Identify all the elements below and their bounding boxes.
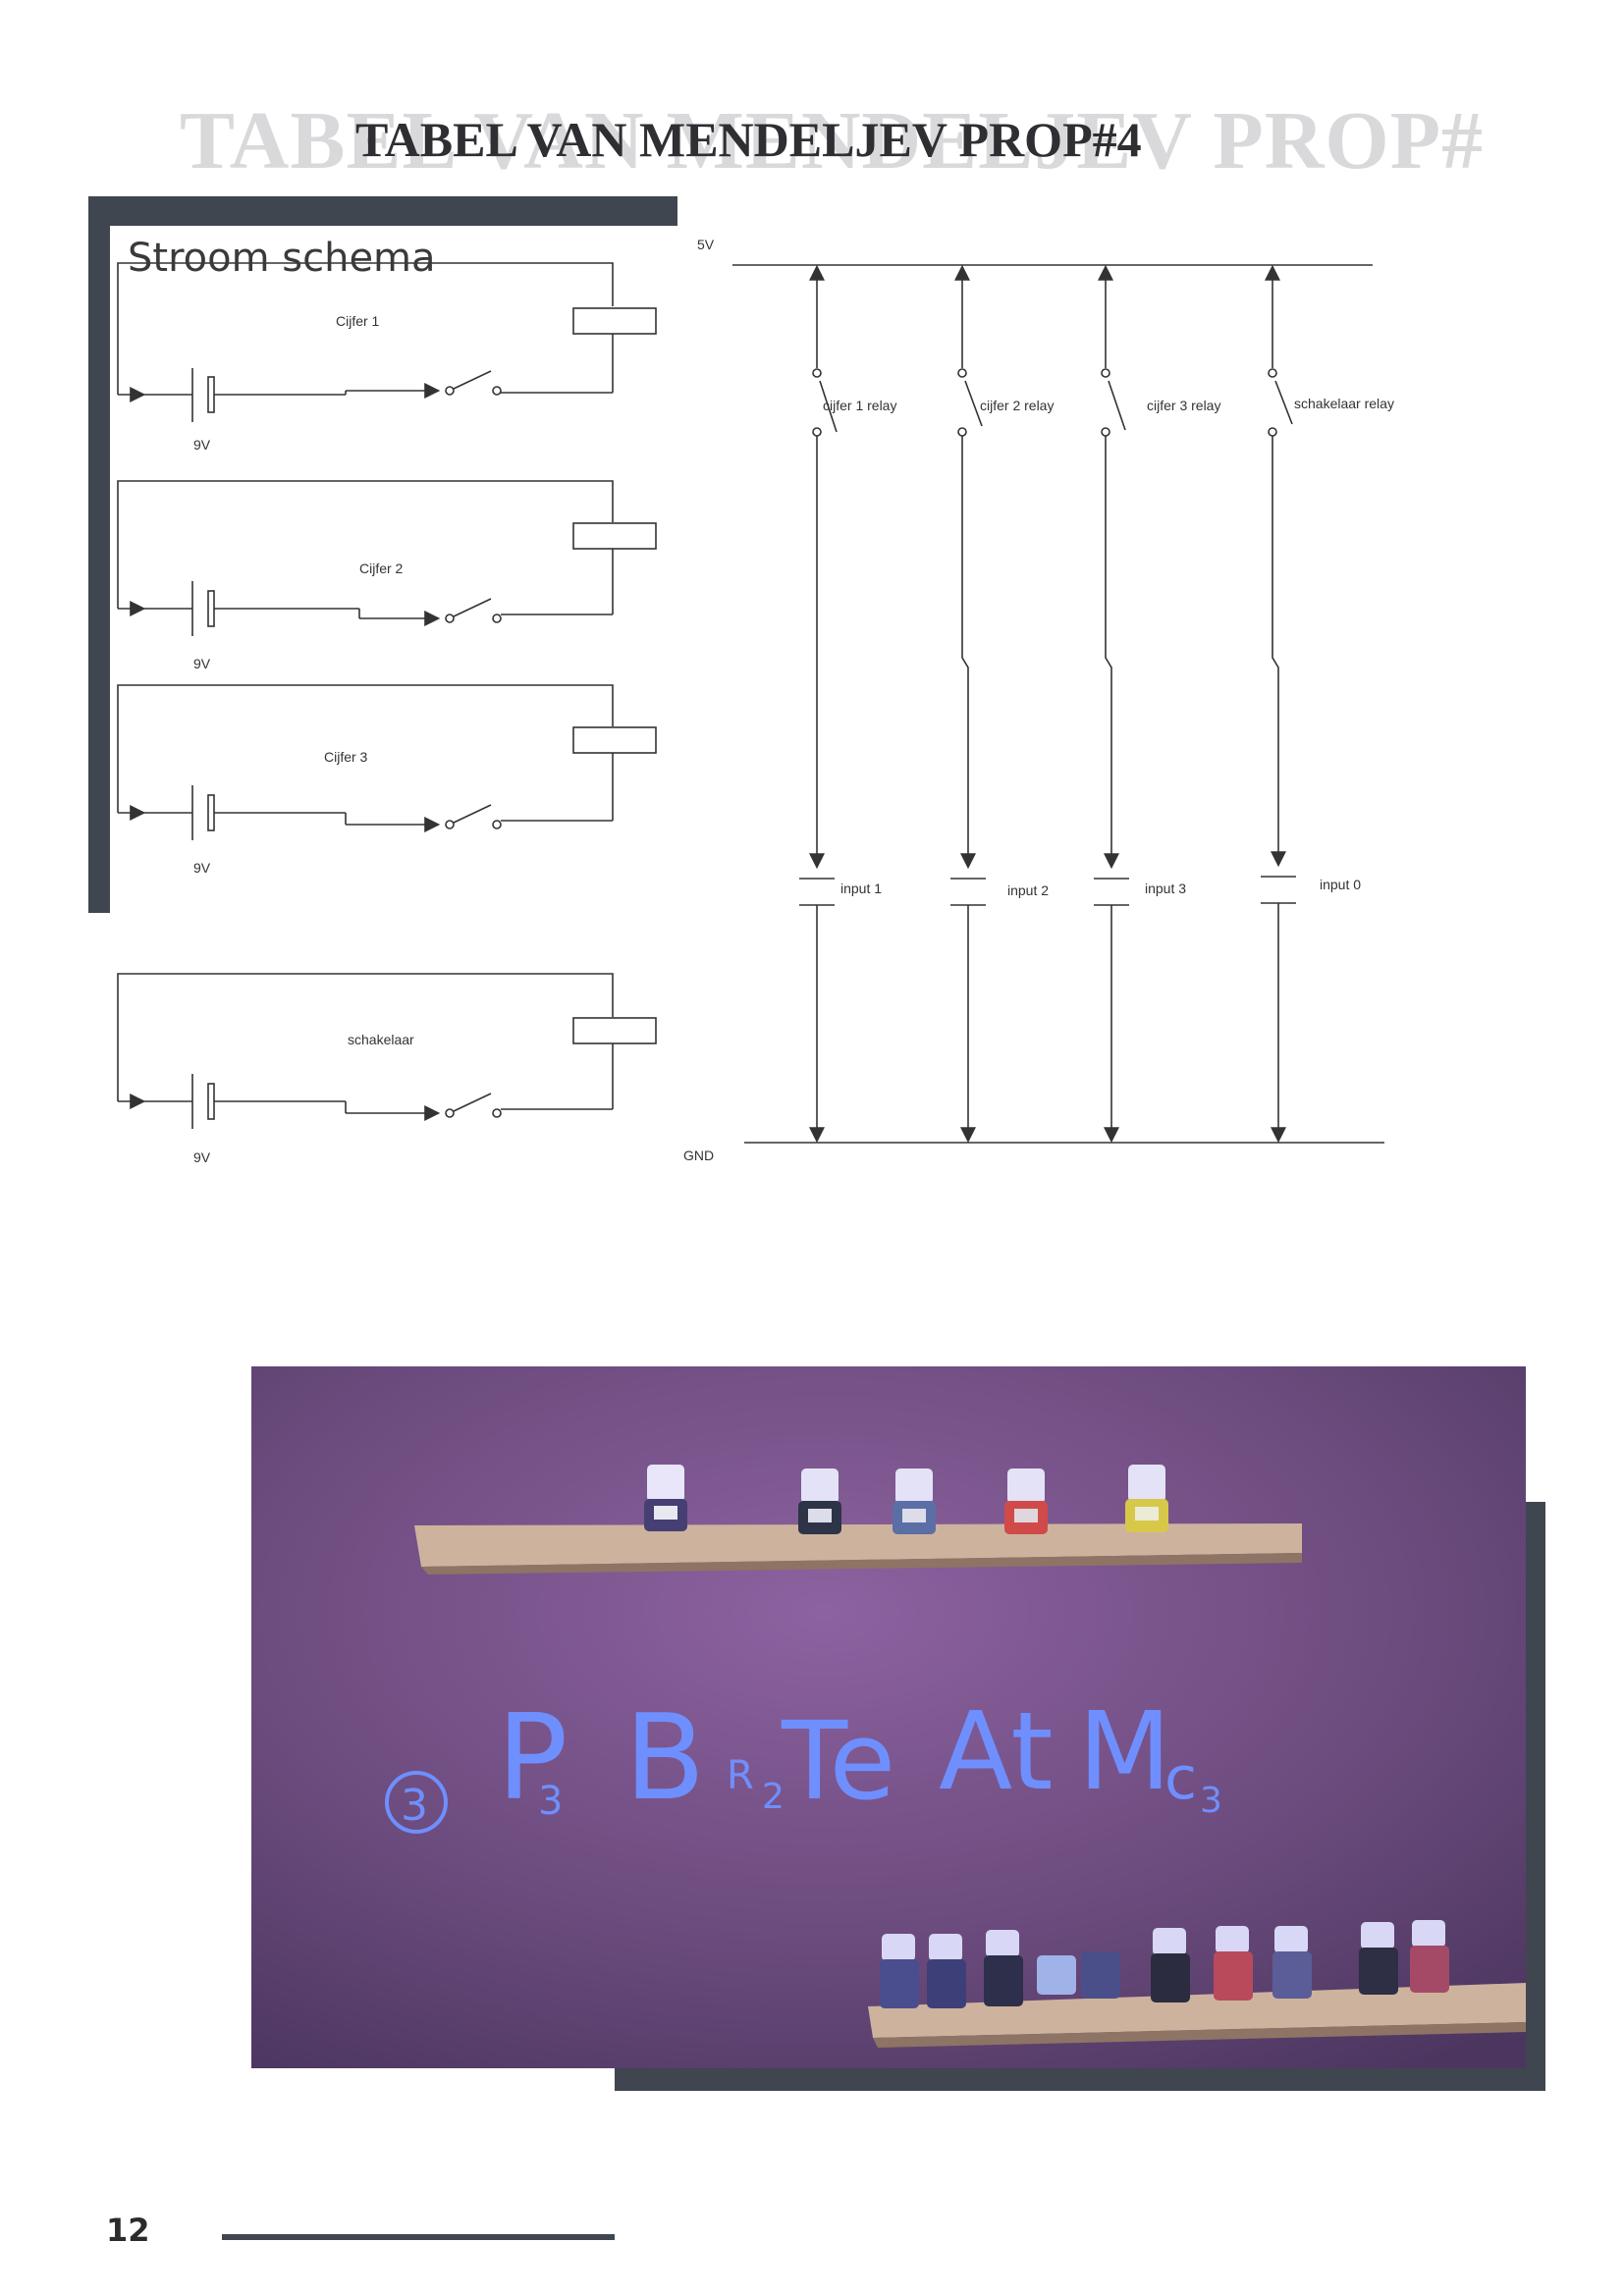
frame-decoration-left [88, 196, 110, 913]
footer-rule [222, 2234, 615, 2240]
circuit-label: Cijfer 2 [359, 561, 404, 576]
power-bus [732, 264, 1384, 1144]
uv-handwriting: 3 P 3 B R 2 Te At M c 3 [385, 1688, 1222, 1834]
page-title: TABEL VAN MENDELJEV PROP#4 [355, 112, 1142, 167]
voltage-label: 9V [193, 1149, 211, 1165]
section-title: Stroom schema [128, 236, 436, 281]
photo-illustration: 3 P 3 B R 2 Te At M c 3 [251, 1366, 1526, 2068]
page-header: TABEL VAN MENDELJEV PROP# TABEL VAN MEND… [0, 93, 1624, 187]
bottle [1081, 1951, 1120, 1999]
voltage-label: 9V [193, 656, 211, 671]
relay-label: schakelaar relay [1294, 396, 1394, 411]
voltage-label: 9V [193, 860, 211, 876]
page-number: 12 [106, 2212, 150, 2249]
voltage-label: 9V [193, 437, 211, 453]
frame-decoration-top [88, 196, 677, 226]
bottle [1151, 1928, 1190, 2002]
bottle [1125, 1465, 1168, 1532]
relay-label: cijfer 1 relay [823, 398, 896, 413]
circuit-1 [117, 262, 657, 422]
bottle [644, 1465, 687, 1531]
bus-5v-label: 5V [697, 237, 715, 252]
circuit-3 [117, 684, 657, 840]
relay-label: cijfer 3 relay [1147, 398, 1220, 413]
handwriting-symbol: P [497, 1690, 568, 1827]
circuit-label: Cijfer 1 [336, 313, 380, 329]
handwriting-circled: 3 [401, 1781, 428, 1831]
bottom-shelf [868, 1920, 1526, 2048]
input-label: input 1 [840, 881, 882, 896]
handwriting-symbol: B [624, 1690, 705, 1827]
handwriting-sub: 3 [1200, 1781, 1222, 1821]
bottle [1037, 1955, 1076, 1995]
relay-label: cijfer 2 relay [980, 398, 1054, 413]
bottle [1004, 1468, 1048, 1534]
handwriting-sub: 2 [762, 1777, 785, 1817]
handwriting-symbol: M [1078, 1688, 1171, 1814]
bottle [927, 1934, 966, 2008]
circuit-label: schakelaar [348, 1032, 414, 1047]
ghost-title: TABEL VAN MENDELJEV PROP# [180, 95, 1485, 187]
bus-gnd-label: GND [683, 1148, 714, 1163]
handwriting-symbol: R [727, 1753, 754, 1798]
bottle [1214, 1926, 1253, 2001]
circuit-4 [117, 973, 657, 1129]
circuit-schematic: Cijfer 1 9V Cijfer 2 9V Cijfer 3 [117, 237, 1394, 1165]
schematic-card [110, 226, 677, 913]
bottle [984, 1930, 1023, 2006]
input-label: input 3 [1145, 881, 1186, 896]
handwriting-symbol: c [1164, 1744, 1197, 1813]
bottle [893, 1468, 936, 1534]
circuit-label: Cijfer 3 [324, 749, 368, 765]
bottle [1410, 1920, 1449, 1993]
bottle [1359, 1922, 1398, 1995]
bottle [798, 1468, 841, 1534]
circuit-2 [117, 480, 657, 636]
input-label: input 2 [1007, 882, 1049, 898]
bottle [1272, 1926, 1312, 1999]
top-shelf [414, 1465, 1302, 1575]
bottle [880, 1934, 919, 2008]
handwriting-symbol: At [939, 1688, 1053, 1814]
handwriting-sub: 3 [538, 1779, 563, 1824]
handwriting-symbol: Te [781, 1698, 895, 1824]
escape-room-photo: 3 P 3 B R 2 Te At M c 3 [251, 1366, 1526, 2068]
input-label: input 0 [1320, 877, 1361, 892]
